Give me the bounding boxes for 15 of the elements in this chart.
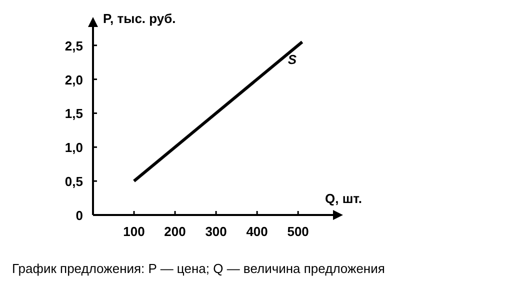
y-tick-label: 0,5 bbox=[64, 174, 83, 190]
y-tick-label: 0 bbox=[76, 208, 83, 223]
y-tick-label: 2,0 bbox=[64, 72, 83, 88]
x-tick-label: 300 bbox=[205, 224, 227, 239]
text: График предложения: P — цена; Q — величина предложения bbox=[12, 261, 385, 276]
y-axis-title: P, тыс. руб. bbox=[103, 11, 176, 26]
x-axis-title: Q, шт. bbox=[325, 191, 362, 206]
x-tick-label: 200 bbox=[164, 224, 186, 239]
y-tick-label: 1,5 bbox=[64, 106, 83, 122]
y-tick-label: 1,0 bbox=[64, 140, 83, 156]
series-label: S bbox=[288, 52, 297, 67]
x-tick-label: 100 bbox=[123, 224, 145, 239]
x-tick-label: 400 bbox=[246, 224, 268, 239]
x-tick-label: 500 bbox=[287, 224, 309, 239]
y-tick-label: 2,5 bbox=[64, 38, 83, 54]
